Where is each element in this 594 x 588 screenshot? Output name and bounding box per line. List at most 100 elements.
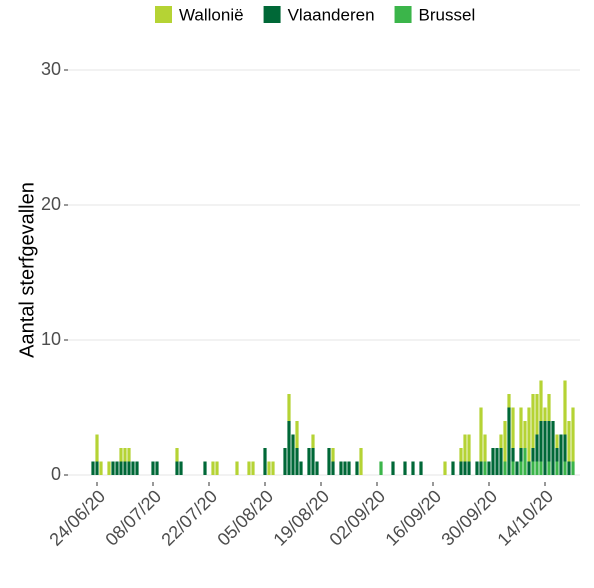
bar [463, 461, 467, 475]
bar [555, 434, 559, 448]
bar [459, 448, 463, 462]
bar [235, 461, 239, 475]
bar [131, 461, 135, 475]
legend-swatch [263, 6, 281, 23]
bar [203, 461, 207, 475]
bar [495, 448, 499, 475]
bar [531, 461, 535, 475]
bar [527, 407, 531, 462]
y-tick-label: 30 [41, 59, 61, 79]
bar [539, 461, 543, 475]
bar [155, 461, 159, 475]
bar [539, 421, 543, 462]
bar [527, 461, 531, 475]
bar [503, 461, 507, 475]
bar [95, 434, 99, 462]
x-tick-label: 02/09/20 [325, 486, 389, 550]
bar [271, 461, 275, 475]
bar [499, 448, 503, 475]
bar [503, 421, 507, 462]
bar [555, 448, 559, 462]
bar [547, 394, 551, 421]
bar [287, 394, 291, 421]
x-tick-label: 08/07/20 [101, 486, 165, 550]
bar [451, 461, 455, 475]
bar [391, 461, 395, 475]
bar [519, 461, 523, 475]
bar [315, 461, 319, 475]
bar [511, 448, 515, 462]
bar [135, 461, 139, 475]
y-tick-label: 20 [41, 194, 61, 214]
x-tick-label: 05/08/20 [213, 486, 277, 550]
bar [299, 461, 303, 475]
bar [563, 380, 567, 435]
bar [403, 461, 407, 475]
bar [459, 461, 463, 475]
bar [467, 461, 471, 475]
bar [263, 448, 267, 475]
bar [107, 461, 111, 475]
y-axis-title: Aantal sterfgevallen [16, 182, 38, 358]
bar [555, 461, 559, 475]
bar [119, 461, 123, 475]
bar [567, 461, 571, 475]
bar [111, 461, 115, 475]
bar [119, 448, 123, 462]
bar [551, 421, 555, 475]
bar [523, 421, 527, 448]
bar [347, 461, 351, 475]
bar [511, 461, 515, 475]
x-tick-label: 16/09/20 [381, 486, 445, 550]
bar [499, 434, 503, 448]
bar [535, 461, 539, 475]
bar [331, 461, 335, 475]
bar [523, 448, 527, 475]
x-tick-label: 19/08/20 [269, 486, 333, 550]
bar [307, 448, 311, 475]
bar [379, 461, 383, 475]
bar [547, 421, 551, 462]
bar [519, 448, 523, 462]
bar [443, 461, 447, 475]
legend-label: Brussel [419, 5, 476, 24]
bar [215, 461, 219, 475]
bar [179, 461, 183, 475]
bar [467, 434, 471, 462]
bar [99, 461, 103, 475]
bar [539, 380, 543, 421]
bar [175, 448, 179, 462]
bar [543, 421, 547, 475]
bar [95, 461, 99, 475]
bar [115, 461, 119, 475]
bar [483, 461, 487, 475]
bar [559, 434, 563, 475]
bar [571, 407, 575, 462]
bar [151, 461, 155, 475]
bar [247, 461, 251, 475]
bar [547, 461, 551, 475]
bar [535, 434, 539, 462]
bar [419, 461, 423, 475]
bar [411, 461, 415, 475]
legend-swatch [155, 6, 172, 23]
bar [479, 407, 483, 462]
bar [355, 461, 359, 475]
bar [479, 461, 483, 475]
bar [211, 461, 215, 475]
bar [535, 394, 539, 435]
bar [511, 407, 515, 448]
bar [343, 461, 347, 475]
bar [507, 394, 511, 408]
bar [491, 448, 495, 475]
legend-label: Vlaanderen [288, 5, 375, 24]
bar [175, 461, 179, 475]
bar [283, 448, 287, 475]
legend-swatch [394, 6, 412, 23]
bar [311, 434, 315, 448]
bar [567, 421, 571, 462]
bar [123, 448, 127, 462]
bar [515, 461, 519, 475]
bar [519, 407, 523, 448]
